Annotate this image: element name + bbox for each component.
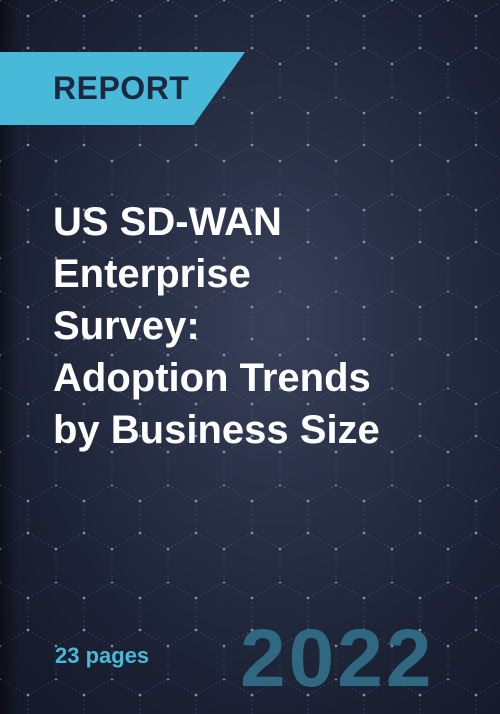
report-badge-label: REPORT <box>53 70 190 106</box>
report-title: US SD-WAN Enterprise Survey: Adoption Tr… <box>53 196 483 456</box>
publication-year: 2022 <box>240 613 435 704</box>
report-title-line: Adoption Trends <box>53 356 371 400</box>
page-count: 23 pages <box>55 643 150 668</box>
report-title-line: Survey: <box>53 304 200 348</box>
report-title-line: by Business Size <box>53 408 380 452</box>
book-spine-shadow <box>0 0 20 714</box>
report-title-line: Enterprise <box>53 252 251 296</box>
report-title-line: US SD-WAN <box>53 200 282 244</box>
